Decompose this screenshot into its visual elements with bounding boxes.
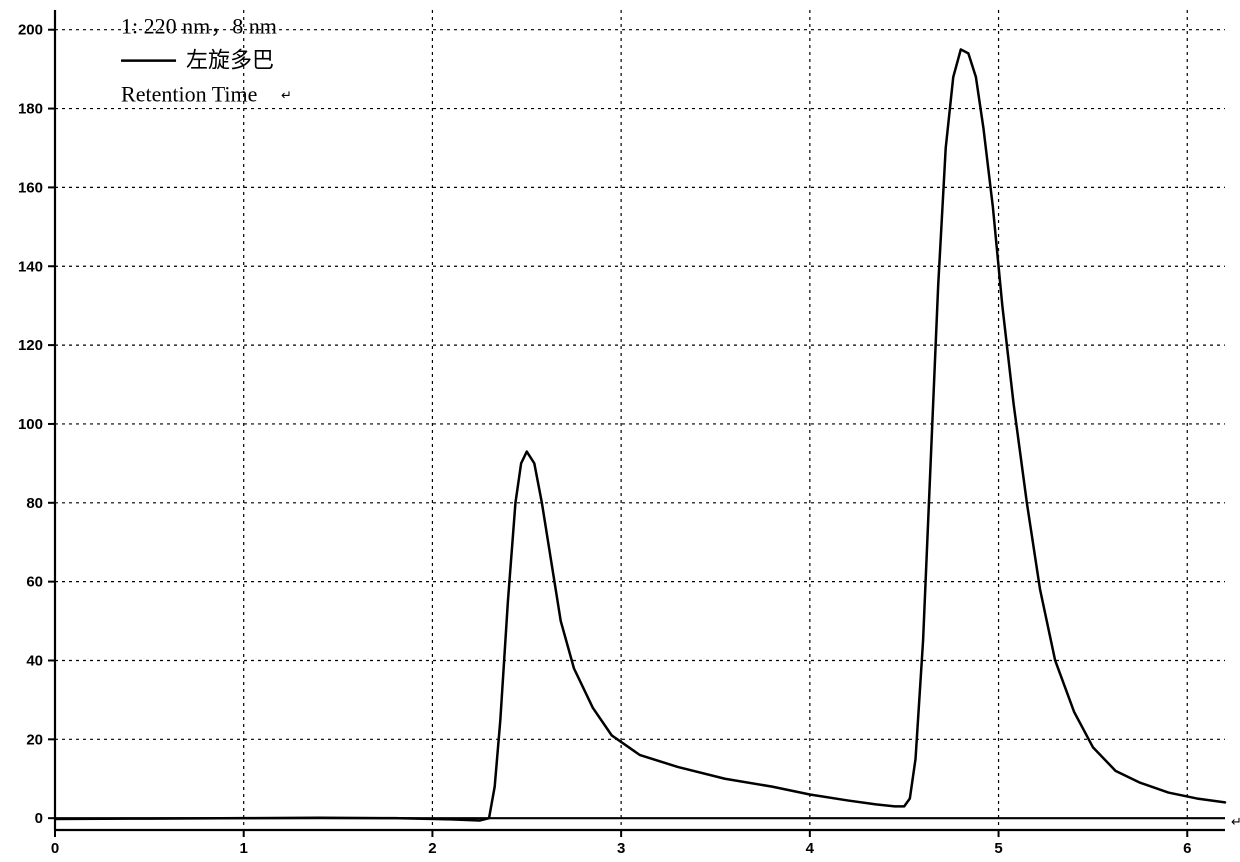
y-tick-label: 100 <box>18 416 43 433</box>
x-tick-label: 0 <box>51 840 59 857</box>
x-tick-label: 3 <box>617 840 625 857</box>
y-tick-label: 0 <box>35 810 43 827</box>
chart-container: 01234560204060801001201401601802001: 220… <box>0 0 1240 862</box>
x-tick-label: 6 <box>1183 840 1191 857</box>
y-tick-label: 120 <box>18 337 43 354</box>
return-glyph: ↵ <box>281 88 292 103</box>
return-glyph: ↵ <box>1231 814 1240 829</box>
x-tick-label: 5 <box>994 840 1002 857</box>
legend-line3: Retention Time <box>121 82 257 107</box>
chart-bg <box>0 0 1240 862</box>
y-tick-label: 180 <box>18 101 43 118</box>
chromatogram-chart: 01234560204060801001201401601802001: 220… <box>0 0 1240 862</box>
x-tick-label: 4 <box>806 840 815 857</box>
y-tick-label: 200 <box>18 22 43 39</box>
y-tick-label: 40 <box>26 652 43 669</box>
legend-line2: 左旋多巴 <box>186 48 274 73</box>
y-tick-label: 160 <box>18 179 43 196</box>
x-tick-label: 1 <box>240 840 248 857</box>
legend-line1: 1: 220 nm，8 nm <box>121 14 277 39</box>
y-tick-label: 60 <box>26 574 43 591</box>
y-tick-label: 20 <box>26 731 43 748</box>
y-tick-label: 80 <box>26 495 43 512</box>
y-tick-label: 140 <box>18 258 43 275</box>
x-tick-label: 2 <box>428 840 436 857</box>
